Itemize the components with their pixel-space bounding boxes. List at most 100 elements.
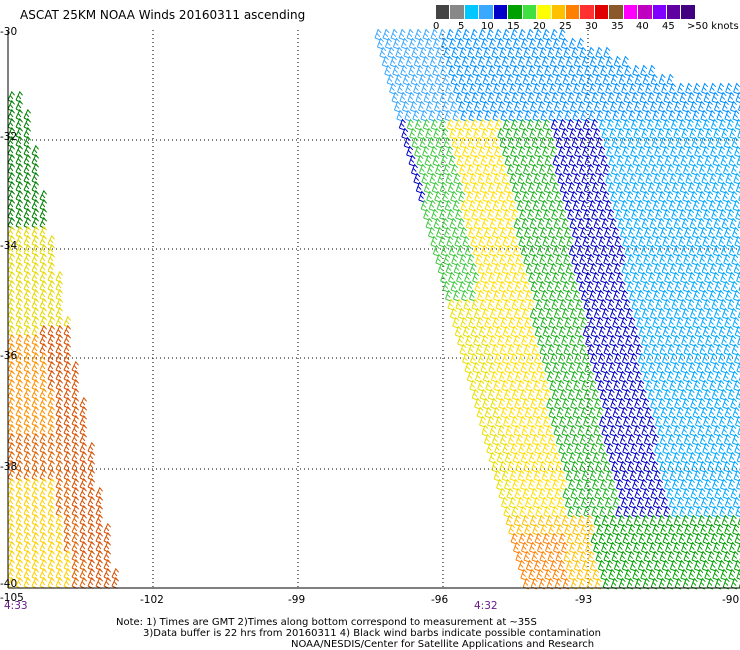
wind-barb [704, 244, 712, 257]
wind-barb [730, 280, 738, 293]
wind-barb [734, 532, 740, 545]
wind-barb [619, 136, 627, 149]
wind-barb [612, 496, 620, 509]
wind-barb [586, 190, 594, 203]
wind-barb [15, 387, 23, 400]
wind-barb [671, 208, 679, 221]
wind-barb [645, 559, 653, 572]
wind-barb [594, 73, 602, 86]
wind-barb [721, 100, 729, 113]
wind-barb [686, 532, 694, 545]
wind-barb [657, 217, 665, 230]
wind-barb [655, 388, 663, 401]
wind-barb [485, 262, 493, 275]
wind-barb [664, 361, 672, 374]
wind-barb [639, 91, 647, 104]
wind-barb [409, 100, 417, 113]
wind-barb [514, 163, 522, 176]
wind-barb [506, 487, 514, 500]
wind-barb [95, 513, 103, 526]
wind-barb [637, 289, 644, 302]
wind-barb [39, 288, 47, 301]
wind-barb [554, 73, 562, 86]
wind-barb [95, 576, 103, 589]
wind-barb [547, 226, 555, 239]
wind-barb [592, 451, 600, 464]
wind-barb [727, 298, 735, 311]
wind-barb [587, 253, 595, 266]
wind-barb [641, 514, 649, 527]
wind-barb [39, 315, 47, 328]
wind-barb [629, 559, 637, 572]
wind-barb [641, 307, 649, 320]
wind-barb [95, 549, 103, 562]
wind-barb [417, 127, 425, 140]
wind-barb [702, 325, 710, 338]
wind-barb [717, 379, 725, 392]
wind-barb [47, 477, 55, 490]
wind-barb [618, 577, 626, 590]
wind-barb [714, 190, 722, 203]
wind-barb [478, 325, 486, 338]
wind-barb [480, 37, 488, 50]
wind-barb [610, 577, 618, 590]
wind-barb [31, 387, 39, 400]
wind-barb [689, 127, 697, 140]
wind-barb [569, 514, 577, 527]
wind-barb [651, 460, 659, 473]
wind-barb [63, 531, 71, 544]
wind-barb [31, 441, 39, 454]
wind-barb [496, 64, 504, 77]
wind-barb [618, 163, 626, 176]
wind-barb [7, 144, 15, 157]
wind-barb [501, 379, 509, 392]
wind-barb [649, 424, 657, 437]
wind-barb [548, 316, 556, 329]
wind-barb [501, 289, 508, 302]
wind-barb [591, 415, 599, 428]
wind-barb [455, 91, 463, 104]
wind-barb [691, 226, 699, 239]
wind-barb [679, 388, 687, 401]
wind-barb [481, 127, 489, 140]
wind-barb [63, 468, 71, 481]
wind-barb [55, 513, 63, 526]
wind-barb [688, 361, 696, 374]
wind-barb [728, 568, 736, 581]
wind-barb [63, 477, 71, 490]
wind-barb [694, 235, 702, 248]
wind-barb [87, 549, 95, 562]
wind-barb [560, 361, 568, 374]
wind-barb [677, 379, 685, 392]
wind-barb [79, 531, 87, 544]
wind-barb [675, 460, 683, 473]
wind-barb [479, 181, 487, 194]
wind-barb [616, 244, 624, 257]
wind-barb [549, 379, 557, 392]
wind-barb [521, 334, 529, 347]
wind-barb [479, 388, 487, 401]
wind-barb [711, 298, 719, 311]
wind-barb [379, 46, 387, 59]
wind-barb [15, 513, 23, 526]
wind-barb [728, 271, 736, 284]
wind-barb [606, 442, 614, 455]
wind-barb [666, 280, 674, 293]
wind-barb [47, 495, 55, 508]
wind-barb [721, 424, 729, 437]
wind-barb [530, 397, 538, 410]
wind-barb [656, 568, 664, 581]
wind-barb [537, 127, 545, 140]
wind-barb [712, 244, 720, 257]
wind-barb [648, 64, 656, 77]
wind-barb [686, 235, 694, 248]
wind-barb [555, 343, 563, 356]
wind-barb [87, 450, 95, 463]
wind-barb [723, 433, 731, 446]
wind-barb [506, 73, 514, 86]
wind-barb [462, 352, 469, 365]
wind-barb [71, 513, 79, 526]
wind-barb [39, 396, 47, 409]
wind-barb [698, 370, 706, 383]
wind-barb [558, 442, 566, 455]
